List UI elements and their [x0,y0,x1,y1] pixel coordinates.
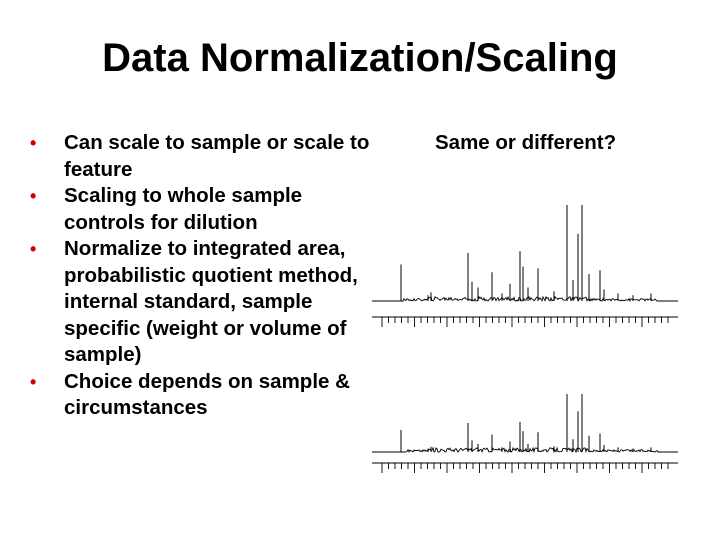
slide-title: Data Normalization/Scaling [102,36,618,80]
bullet-text: Normalize to integrated area, probabilis… [64,237,358,366]
bullet-item: • Can scale to sample or scale to feature [30,130,370,183]
spectrum-bottom [372,394,678,473]
bullet-text: Choice depends on sample & circumstances [64,369,350,420]
spectra-question: Same or different? [435,131,617,154]
bullet-dot-icon: • [30,371,37,392]
bullet-list: • Can scale to sample or scale to feature… [30,130,370,422]
bullet-item: • Scaling to whole sample controls for di… [30,183,370,236]
bullet-dot-icon: • [30,133,37,153]
spectrum-baseline [372,446,678,454]
bullet-text: Scaling to whole sample controls for dil… [64,184,303,234]
spectra-figure [372,205,678,473]
bullet-dot-icon: • [30,186,37,206]
bullet-dot-icon: • [30,239,37,259]
spectrum-top [372,205,678,327]
bullet-text: Can scale to sample or scale to feature [64,131,370,181]
bullet-item: • Normalize to integrated area, probabili… [30,236,370,369]
spectrum-baseline [372,295,678,302]
bullet-item: • Choice depends on sample & circumstance… [30,369,370,422]
